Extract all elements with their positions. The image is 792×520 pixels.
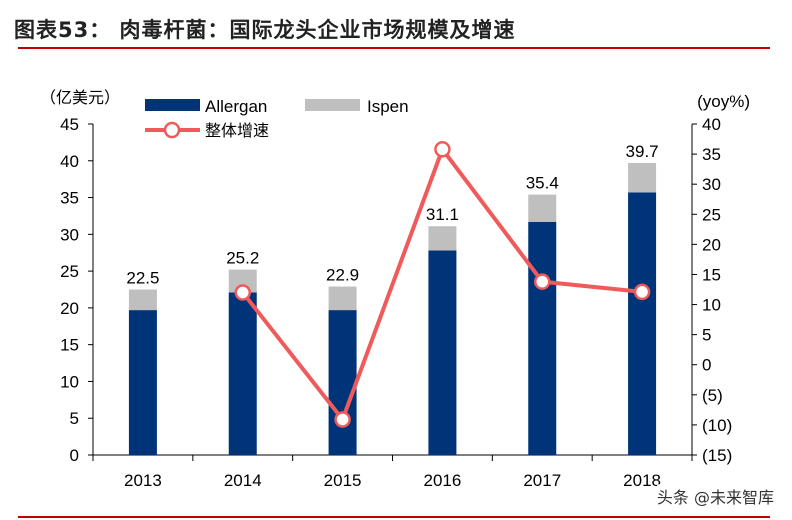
- right-tick-label: 0: [702, 356, 711, 375]
- bar-ispen: [528, 194, 557, 222]
- left-tick-label: 40: [60, 152, 79, 171]
- left-tick-label: 25: [60, 262, 79, 281]
- top-divider: [18, 47, 770, 49]
- total-data-label: 22.9: [326, 266, 359, 285]
- growth-point: [234, 284, 251, 301]
- left-tick-label: 45: [60, 115, 79, 134]
- bar-ispen: [628, 162, 657, 193]
- right-tick-label: 15: [702, 265, 721, 284]
- bar-allergan: [328, 310, 357, 455]
- right-tick-label: 10: [702, 296, 721, 315]
- legend-growth-label: 整体增速: [205, 122, 269, 140]
- x-tick-label: 2017: [523, 471, 561, 490]
- bar-allergan: [528, 221, 557, 455]
- left-tick-label: 15: [60, 336, 79, 355]
- bar-allergan: [228, 292, 257, 455]
- left-tick-label: 20: [60, 299, 79, 318]
- total-data-label: 35.4: [526, 174, 559, 193]
- bar-ispen: [128, 289, 157, 311]
- left-tick-label: 0: [70, 446, 79, 465]
- total-data-label: 22.5: [126, 269, 159, 288]
- x-tick-label: 2013: [124, 471, 162, 490]
- x-tick-label: 2014: [224, 471, 262, 490]
- figure-title: 图表53： 肉毒杆菌：国际龙头企业市场规模及增速: [14, 18, 516, 42]
- growth-point: [633, 283, 651, 301]
- left-tick-label: 10: [60, 372, 79, 391]
- bar-allergan: [428, 250, 457, 455]
- growth-point: [334, 411, 351, 428]
- left-tick-label: 5: [70, 409, 79, 428]
- right-tick-label: 20: [702, 235, 721, 254]
- total-data-label: 39.7: [626, 142, 659, 161]
- right-tick-label: 40: [702, 115, 721, 134]
- bar-ispen: [228, 269, 257, 293]
- growth-point: [534, 273, 551, 290]
- watermark: 头条 @未来智库: [656, 484, 774, 508]
- right-tick-label: 5: [702, 326, 711, 345]
- right-tick-label: 30: [702, 175, 721, 194]
- left-tick-label: 30: [60, 225, 79, 244]
- legend-ispen-swatch: [305, 99, 360, 111]
- x-tick-label: 2016: [424, 471, 462, 490]
- right-tick-label: (5): [702, 386, 723, 405]
- left-tick-label: 35: [60, 189, 79, 208]
- bar-allergan: [128, 310, 157, 455]
- total-data-label: 31.1: [426, 205, 459, 224]
- bar-allergan: [628, 192, 657, 455]
- x-tick-label: 2018: [623, 471, 661, 490]
- bar-ispen: [428, 226, 457, 251]
- legend-ispen-label: Ispen: [367, 97, 409, 116]
- right-tick-label: 25: [702, 205, 721, 224]
- right-tick-label: (10): [702, 416, 732, 435]
- growth-point: [434, 141, 451, 158]
- right-tick-label: 35: [702, 145, 721, 164]
- bottom-divider: [18, 516, 770, 518]
- x-tick-label: 2015: [324, 471, 362, 490]
- total-data-label: 25.2: [226, 249, 259, 268]
- right-tick-label: (15): [702, 446, 732, 465]
- right-axis-label: (yoy%): [697, 92, 750, 111]
- legend-allergan-swatch: [145, 99, 200, 111]
- left-axis-label: （亿美元）: [40, 89, 120, 107]
- legend-growth-marker: [163, 121, 181, 139]
- legend-allergan-label: Allergan: [205, 97, 267, 116]
- bar-ispen: [328, 286, 357, 311]
